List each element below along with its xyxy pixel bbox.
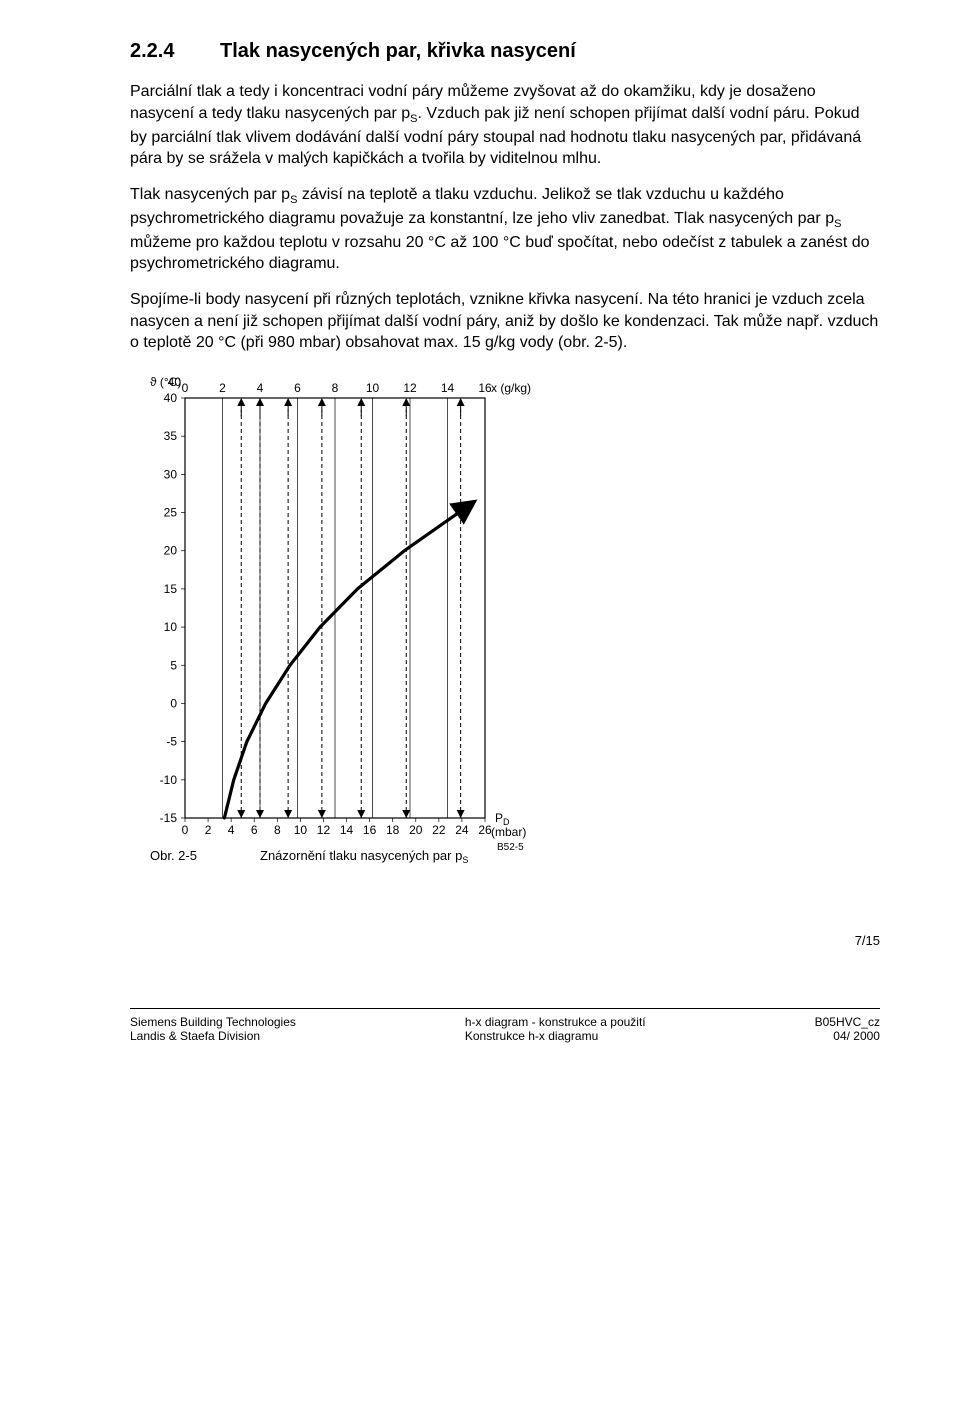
svg-text:(mbar): (mbar): [491, 825, 526, 839]
heading-title: Tlak nasycených par, křivka nasycení: [220, 40, 576, 62]
svg-text:10: 10: [366, 381, 380, 395]
svg-text:x (g/kg): x (g/kg): [491, 381, 531, 395]
svg-text:14: 14: [441, 381, 455, 395]
svg-text:12: 12: [403, 381, 417, 395]
svg-text:0: 0: [182, 381, 189, 395]
svg-text:P: P: [495, 811, 503, 825]
svg-text:16: 16: [478, 381, 492, 395]
svg-text:10: 10: [164, 620, 178, 634]
svg-text:10: 10: [294, 823, 308, 837]
svg-text:0: 0: [182, 823, 189, 837]
svg-text:40: 40: [164, 391, 178, 405]
svg-text:26: 26: [478, 823, 492, 837]
svg-text:6: 6: [251, 823, 258, 837]
svg-text:20: 20: [409, 823, 423, 837]
svg-text:4: 4: [257, 381, 264, 395]
svg-text:Znázornění tlaku nasycených pa: Znázornění tlaku nasycených par pS: [260, 848, 468, 865]
paragraph-2: Tlak nasycených par pS závisí na teplotě…: [130, 184, 880, 275]
section-heading: 2.2.4Tlak nasycených par, křivka nasycen…: [130, 40, 880, 63]
paragraph-3: Spojíme-li body nasycení při různých tep…: [130, 289, 880, 354]
svg-text:25: 25: [164, 505, 178, 519]
page-footer: Siemens Building Technologies Landis & S…: [130, 1008, 880, 1043]
svg-text:20: 20: [164, 544, 178, 558]
svg-text:15: 15: [164, 582, 178, 596]
svg-text:-10: -10: [160, 773, 178, 787]
svg-text:30: 30: [164, 467, 178, 481]
footer-right: B05HVC_cz 04/ 2000: [815, 1015, 880, 1043]
svg-text:22: 22: [432, 823, 446, 837]
svg-text:35: 35: [164, 429, 178, 443]
svg-text:B52-5: B52-5: [497, 842, 524, 853]
svg-text:12: 12: [317, 823, 331, 837]
page-number: 7/15: [130, 933, 880, 948]
svg-text:2: 2: [219, 381, 226, 395]
saturation-curve-chart: -15-10-50510152025303540ϑ (°C)4002468101…: [130, 368, 880, 933]
svg-text:0: 0: [170, 696, 177, 710]
svg-text:14: 14: [340, 823, 354, 837]
svg-text:8: 8: [274, 823, 281, 837]
svg-text:5: 5: [170, 658, 177, 672]
svg-text:24: 24: [455, 823, 469, 837]
footer-left: Siemens Building Technologies Landis & S…: [130, 1015, 296, 1043]
svg-text:8: 8: [332, 381, 339, 395]
svg-text:-5: -5: [166, 734, 177, 748]
svg-text:18: 18: [386, 823, 400, 837]
heading-number: 2.2.4: [130, 40, 220, 63]
svg-text:16: 16: [363, 823, 377, 837]
svg-text:4: 4: [228, 823, 235, 837]
footer-mid: h-x diagram - konstrukce a použití Konst…: [465, 1015, 646, 1043]
svg-text:40: 40: [168, 375, 182, 389]
svg-text:-15: -15: [160, 811, 178, 825]
paragraph-1: Parciální tlak a tedy i koncentraci vodn…: [130, 81, 880, 170]
svg-text:6: 6: [294, 381, 301, 395]
svg-text:2: 2: [205, 823, 212, 837]
svg-text:Obr. 2-5: Obr. 2-5: [150, 848, 197, 863]
